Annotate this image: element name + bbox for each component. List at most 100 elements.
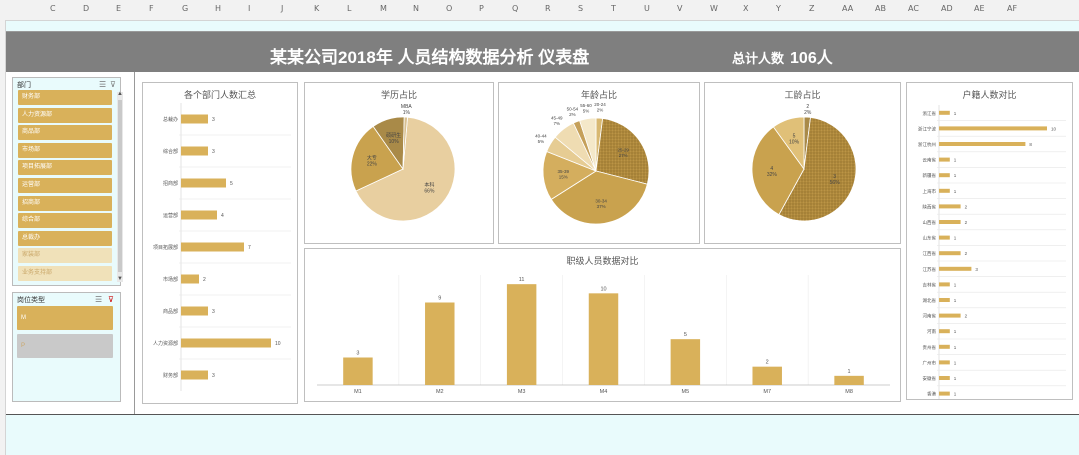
data-label: 1 <box>954 376 957 381</box>
column-letter: Q <box>512 4 519 13</box>
row-header-gutter <box>0 20 6 455</box>
clear-filter-icon[interactable]: ⊽ <box>108 295 114 304</box>
column-letter: E <box>116 4 122 13</box>
slice-percent: 2% <box>597 108 604 113</box>
data-label: 2 <box>965 220 968 225</box>
slicer-item[interactable]: 招商部 <box>18 195 112 211</box>
data-label: 2 <box>203 277 206 283</box>
data-label: 7 <box>248 245 251 251</box>
category-label: 人力资源部 <box>153 340 178 347</box>
slice-percent: 2% <box>569 112 576 117</box>
column-letter: AA <box>842 4 854 13</box>
multi-select-icon[interactable]: ☰ <box>99 80 107 89</box>
slice-percent: 1% <box>403 110 411 116</box>
bar <box>939 282 950 287</box>
slice-label: 本科 <box>424 181 434 188</box>
slice-percent: 10% <box>389 139 400 145</box>
slicer-item[interactable]: 运营部 <box>18 178 112 193</box>
column-letter: I <box>248 4 251 13</box>
bar <box>939 235 950 240</box>
slicer-item[interactable]: 商品部 <box>18 125 112 141</box>
pie-slice <box>542 150 597 200</box>
slice-label: 40-44 <box>535 133 547 138</box>
slicer-item[interactable]: P <box>17 334 113 358</box>
title-bar: 某某公司2018年 人员结构数据分析 仪表盘 总计人数 106人 <box>6 32 1079 72</box>
data-label: 1 <box>954 111 957 116</box>
edu-chart-panel: 学历占比 本科 66% 大专 22% 硕研生 10% MBA 1% <box>304 82 494 244</box>
column-letter: K <box>314 4 320 13</box>
column-letter: AB <box>875 4 886 13</box>
slice-label: 35-39 <box>558 169 570 174</box>
data-label: 11 <box>519 277 525 283</box>
bar <box>939 173 950 178</box>
data-label: 1 <box>954 158 957 163</box>
slice-percent: 7% <box>554 121 561 126</box>
bar <box>181 242 244 252</box>
bar <box>181 114 208 124</box>
column-letter: G <box>182 4 189 13</box>
slicer-item[interactable]: 总裁办 <box>18 230 112 246</box>
data-label: 8 <box>1029 142 1032 147</box>
category-label: M4 <box>600 389 608 395</box>
data-label: 1 <box>954 345 957 350</box>
slice-percent: 5% <box>583 108 590 113</box>
category-label: 财务部 <box>163 372 178 379</box>
pie-slice <box>579 117 597 172</box>
bar <box>939 220 961 224</box>
bar <box>939 251 961 256</box>
column-letter: W <box>710 4 718 13</box>
data-label: 2 <box>766 360 769 366</box>
bar <box>343 357 373 385</box>
category-label: M8 <box>845 389 853 395</box>
bar <box>181 146 208 156</box>
clear-filter-icon[interactable]: ⊽ <box>110 80 116 89</box>
slicer-item[interactable]: M <box>17 306 113 330</box>
slicer-item[interactable]: 市场部 <box>18 142 112 158</box>
column-letter: Y <box>776 4 781 13</box>
bar <box>425 302 455 385</box>
slice-label: 20-24 <box>594 102 606 107</box>
department-slicer[interactable]: 部门 ☰ ⊽ ▲ ▼ 财务部 人力资源部 商品部 市场部 项目拓展部 运营部 招商部 综合部 总裁… <box>12 77 123 286</box>
slicer-item[interactable]: 业务支持部 <box>18 266 112 281</box>
pie-slice <box>778 116 857 222</box>
total-count: 总计人数 106人 <box>732 44 833 68</box>
column-letter: J <box>281 4 284 13</box>
category-label: 吉林省 <box>923 281 937 288</box>
data-label: 3 <box>212 373 215 379</box>
column-letter: U <box>644 4 650 13</box>
data-label: 1 <box>954 298 957 303</box>
slice-label: 硕研生 <box>386 132 401 139</box>
slice-percent: 56% <box>830 180 841 186</box>
scroll-up-icon[interactable]: ▲ <box>117 91 123 97</box>
slicer-scrollbar[interactable]: ▲ ▼ <box>117 91 123 282</box>
slice-percent: 5% <box>538 139 545 144</box>
category-label: 总裁办 <box>163 116 178 123</box>
slicer-item[interactable]: 综合部 <box>18 213 112 229</box>
scroll-down-icon[interactable]: ▼ <box>117 276 123 282</box>
data-label: 1 <box>954 329 957 334</box>
slicer-item[interactable]: 人力资源部 <box>18 107 112 123</box>
slicer-item[interactable]: 财务部 <box>18 90 112 105</box>
bar <box>752 366 782 385</box>
multi-select-icon[interactable]: ☰ <box>95 295 103 304</box>
bar <box>939 266 972 271</box>
data-label: 1 <box>954 236 957 241</box>
category-label: 江苏省 <box>923 266 937 273</box>
column-letter: H <box>215 4 222 13</box>
slicer-item[interactable]: 项目拓展部 <box>18 160 112 176</box>
pie-slice <box>751 126 805 216</box>
column-letter: L <box>347 4 352 13</box>
category-label: M2 <box>436 389 444 395</box>
bar <box>181 210 217 220</box>
category-label: 浙江省 <box>923 110 937 117</box>
chart-title: 职级人员数据对比 <box>566 256 639 266</box>
scrollbar-thumb[interactable] <box>118 100 122 272</box>
category-label: 市场部 <box>163 276 178 283</box>
bar <box>834 375 864 385</box>
slicer-column: 部门 ☰ ⊽ ▲ ▼ 财务部 人力资源部 商品部 市场部 项目拓展部 运营部 招商部 综合部 总裁… <box>6 72 135 414</box>
bar <box>939 126 1047 131</box>
slicer-item[interactable]: 家装部 <box>18 248 112 264</box>
data-label: 5 <box>684 332 687 338</box>
